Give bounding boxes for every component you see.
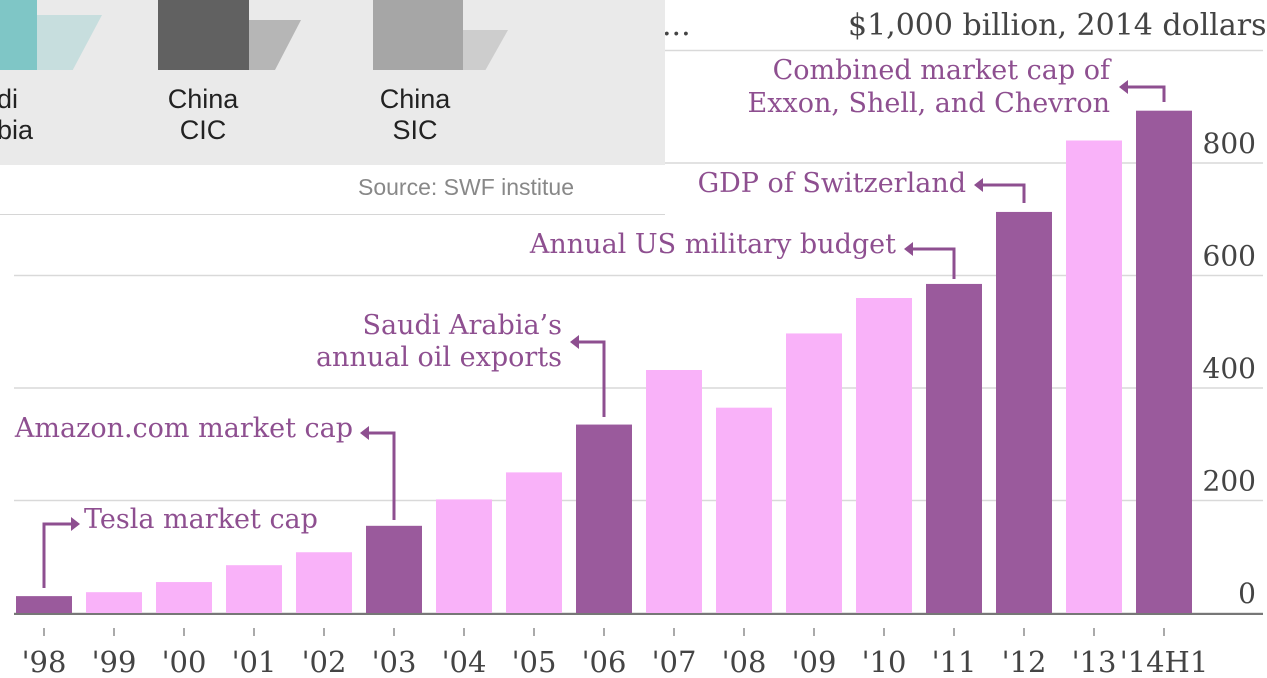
x-tick-label-3: '01 [232, 645, 277, 678]
bar-16 [1136, 110, 1192, 613]
y-tick-label-600: 600 [1203, 240, 1256, 273]
inset-legend-panel: di bia China CIC China SIC [0, 0, 665, 165]
inset-item-2-label: China SIC [379, 84, 451, 145]
bar-0 [16, 596, 72, 613]
x-tick-label-1: '99 [92, 645, 137, 678]
annotation-4-line-0: GDP of Switzerland [698, 168, 966, 199]
inset-item-2-swatch [373, 0, 463, 70]
x-tick-label-9: '07 [652, 645, 697, 678]
inset-item-2-shadow [463, 30, 508, 70]
annotation-2-arrowhead [570, 335, 579, 349]
annotation-0-line-0: Tesla market cap [84, 504, 318, 535]
bar-2 [156, 582, 212, 613]
bar-15 [1066, 140, 1122, 613]
annotation-3-arrowhead [904, 242, 913, 256]
bar-8 [576, 424, 632, 613]
annotation-5-line-0: Combined market cap of [773, 55, 1112, 86]
bar-6 [436, 499, 492, 613]
y-tick-label-0: 0 [1238, 577, 1256, 610]
inset-item-1-shadow [249, 20, 301, 70]
x-tick-label-6: '04 [442, 645, 487, 678]
bar-5 [366, 525, 422, 613]
annotation-4-arrowhead [974, 178, 983, 192]
bar-14 [996, 211, 1052, 613]
x-tick-label-12: '10 [862, 645, 907, 678]
annotation-4-leader [983, 183, 1026, 203]
inset-item-0-swatch [0, 0, 37, 70]
bar-10 [716, 407, 772, 613]
title-fragment: ... [662, 8, 691, 43]
y-axis: 0 200 400 600 800 [1203, 127, 1256, 610]
annotation-5-arrowhead [1119, 80, 1128, 94]
inset-item-1-swatch [158, 0, 249, 70]
bar-3 [226, 565, 282, 613]
annotation-1-arrowhead [360, 426, 369, 440]
y-tick-label-200: 200 [1203, 465, 1256, 498]
x-tick-label-14: '12 [1002, 645, 1047, 678]
bar-4 [296, 552, 352, 613]
bar-13 [926, 283, 982, 613]
annotation-3-leader [913, 247, 956, 279]
annotations: Tesla market cap Amazon.com market cap Sau… [14, 55, 1166, 588]
bar-1 [86, 592, 142, 613]
units-label: $1,000 billion, 2014 dollars [848, 8, 1267, 43]
x-tick-label-2: '00 [162, 645, 207, 678]
annotation-1-line-0: Amazon.com market cap [14, 413, 353, 444]
annotation-2-leader [579, 340, 606, 417]
source-divider [0, 214, 665, 215]
annotation-1-leader [369, 431, 396, 520]
annotation-5-line-1: Exxon, Shell, and Chevron [748, 88, 1110, 119]
x-tick-label-15: '13 [1072, 645, 1117, 678]
inset-item-0-shadow [37, 15, 102, 70]
x-tick-label-0: '98 [22, 645, 67, 678]
annotation-5-leader [1128, 85, 1166, 102]
annotation-2-line-0: Saudi Arabia’s [363, 310, 562, 341]
bar-12 [856, 298, 912, 613]
annotation-0-leader [42, 522, 74, 588]
annotation-0-arrowhead [71, 517, 80, 531]
bar-7 [506, 472, 562, 613]
x-tick-label-8: '06 [582, 645, 627, 678]
annotation-3-line-0: Annual US military budget [529, 229, 896, 260]
x-tick-label-10: '08 [722, 645, 767, 678]
x-tick-label-7: '05 [512, 645, 557, 678]
annotation-2-line-1: annual oil exports [316, 342, 562, 373]
y-tick-label-800: 800 [1203, 127, 1256, 160]
source-note: Source: SWF institue [358, 174, 575, 200]
y-tick-label-400: 400 [1203, 352, 1256, 385]
inset-item-0-label: di bia [0, 84, 34, 145]
x-axis: '98 '99 '00 '01 '02 '03 '04 '05 '06 '07 '08 '09 '10 '… [14, 613, 1263, 678]
x-tick-label-16: '14H1 [1120, 645, 1209, 678]
x-tick-label-4: '02 [302, 645, 347, 678]
x-tick-label-5: '03 [372, 645, 417, 678]
bar-9 [646, 370, 702, 613]
bar-11 [786, 333, 842, 613]
x-tick-label-13: '11 [932, 645, 977, 678]
x-tick-label-11: '09 [792, 645, 837, 678]
bars [16, 110, 1192, 613]
inset-item-1-label: China CIC [167, 84, 239, 145]
